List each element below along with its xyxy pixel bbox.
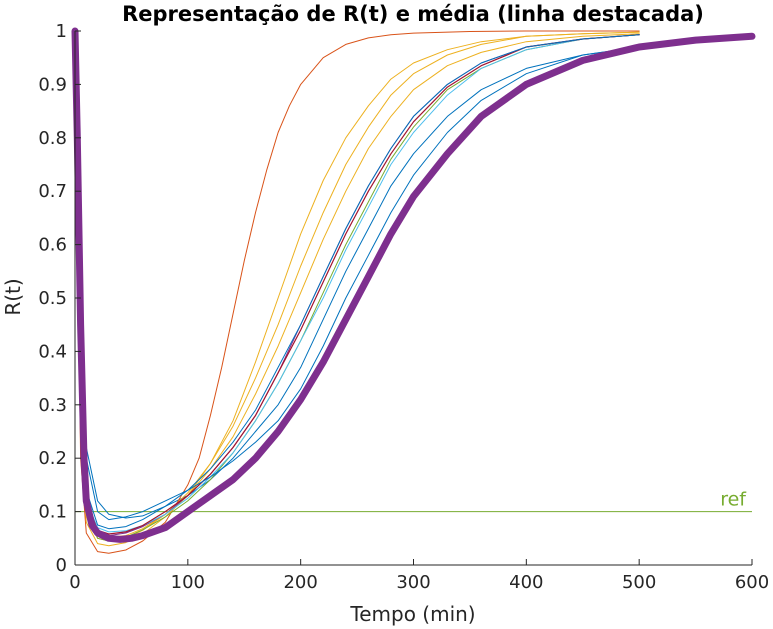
series-line-3 — [74, 30, 640, 547]
y-tick-label: 0.4 — [38, 341, 67, 362]
x-tick-label: 600 — [735, 572, 769, 593]
series-line-2 — [74, 30, 640, 554]
y-tick-label: 0.1 — [38, 502, 67, 523]
series-line-11 — [74, 30, 640, 521]
y-tick-label: 0.9 — [38, 74, 67, 95]
y-tick-label: 0.7 — [38, 181, 67, 202]
x-axis-label: Tempo (min) — [349, 602, 475, 626]
series-line-5 — [74, 30, 640, 538]
y-axis-label: R(t) — [1, 278, 25, 315]
x-tick-label: 0 — [69, 572, 80, 593]
x-tick-label: 500 — [622, 572, 656, 593]
y-tick-label: 0 — [56, 555, 67, 576]
y-tick-label: 0.5 — [38, 288, 67, 309]
reference-label: ref — [720, 489, 747, 511]
series-line-10 — [74, 30, 640, 530]
series-line-7 — [74, 30, 640, 542]
y-tick-label: 0.3 — [38, 395, 67, 416]
chart-title: Representação de R(t) e média (linha des… — [122, 2, 704, 26]
series-line-6 — [74, 30, 640, 537]
plot-area: ref 0 100 200 300 400 500 600 0 0.1 0.2 0.3 0.4 0.5 0.… — [38, 21, 769, 593]
x-tick-label: 100 — [171, 572, 205, 593]
y-tick-label: 0.6 — [38, 235, 67, 256]
x-tick-label: 200 — [283, 572, 317, 593]
series-line-8 — [74, 30, 640, 533]
x-tick-label: 400 — [509, 572, 543, 593]
series-line-12 — [71, 27, 756, 543]
y-tick-label: 1 — [56, 21, 67, 42]
y-tick-label: 0.8 — [38, 128, 67, 149]
y-tick-label: 0.2 — [38, 448, 67, 469]
x-tick-label: 300 — [396, 572, 430, 593]
series-line-4 — [74, 30, 640, 542]
series-line-1 — [74, 30, 640, 519]
series-line-9 — [74, 30, 640, 535]
